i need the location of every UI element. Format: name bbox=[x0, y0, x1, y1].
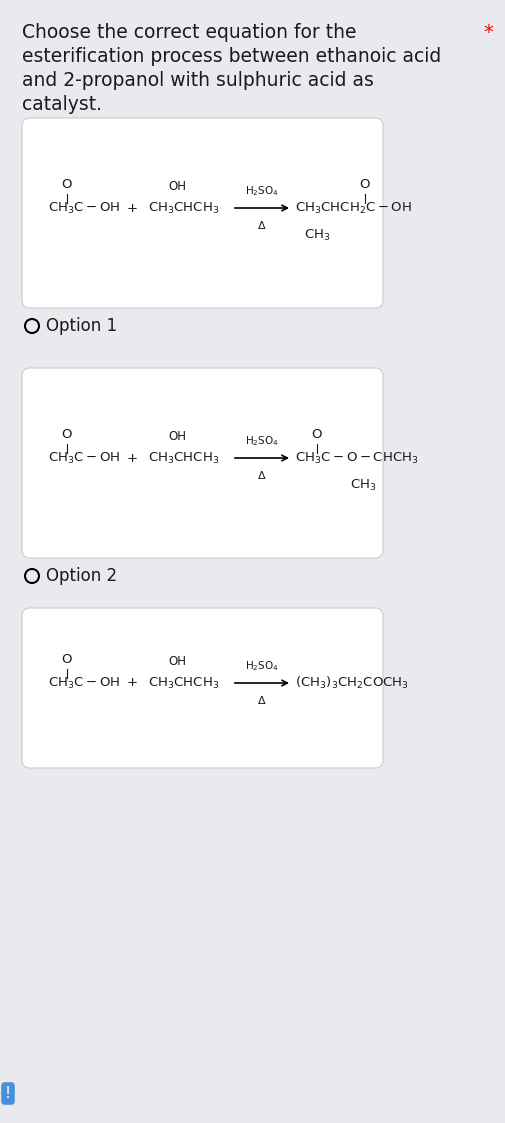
Text: $\mathregular{CH_3C-OH}$: $\mathregular{CH_3C-OH}$ bbox=[48, 450, 120, 466]
Text: $\mathregular{CH_3CHCH_3}$: $\mathregular{CH_3CHCH_3}$ bbox=[148, 675, 219, 691]
Text: esterification process between ethanoic acid: esterification process between ethanoic … bbox=[22, 47, 441, 66]
Text: $\mathregular{CH_3CHCH_2C-OH}$: $\mathregular{CH_3CHCH_2C-OH}$ bbox=[295, 200, 412, 216]
Text: O: O bbox=[62, 652, 72, 666]
Text: O: O bbox=[312, 428, 322, 441]
Text: +: + bbox=[126, 201, 137, 214]
Text: $\mathregular{CH_3CHCH_3}$: $\mathregular{CH_3CHCH_3}$ bbox=[148, 450, 219, 466]
Text: $\mathregular{CH_3}$: $\mathregular{CH_3}$ bbox=[350, 478, 376, 493]
Text: Δ: Δ bbox=[258, 471, 266, 481]
Text: Δ: Δ bbox=[258, 221, 266, 231]
Text: OH: OH bbox=[168, 180, 186, 193]
Text: $\mathregular{H_2SO_4}$: $\mathregular{H_2SO_4}$ bbox=[245, 659, 279, 673]
Text: +: + bbox=[126, 451, 137, 465]
Text: $\mathregular{(CH_3)_3CH_2COCH_3}$: $\mathregular{(CH_3)_3CH_2COCH_3}$ bbox=[295, 675, 409, 691]
Text: OH: OH bbox=[168, 430, 186, 442]
Text: !: ! bbox=[5, 1086, 11, 1101]
Text: $\mathregular{CH_3C-OH}$: $\mathregular{CH_3C-OH}$ bbox=[48, 675, 120, 691]
Text: $\mathregular{CH_3CHCH_3}$: $\mathregular{CH_3CHCH_3}$ bbox=[148, 200, 219, 216]
Text: Option 2: Option 2 bbox=[46, 567, 117, 585]
Text: $\mathregular{CH_3C-O-CHCH_3}$: $\mathregular{CH_3C-O-CHCH_3}$ bbox=[295, 450, 419, 466]
Text: $\mathregular{CH_3}$: $\mathregular{CH_3}$ bbox=[304, 228, 330, 243]
Text: $\mathregular{H_2SO_4}$: $\mathregular{H_2SO_4}$ bbox=[245, 184, 279, 198]
Text: +: + bbox=[126, 676, 137, 690]
Text: catalyst.: catalyst. bbox=[22, 95, 102, 115]
Text: O: O bbox=[62, 179, 72, 191]
Text: and 2-propanol with sulphuric acid as: and 2-propanol with sulphuric acid as bbox=[22, 71, 374, 90]
FancyBboxPatch shape bbox=[22, 118, 383, 308]
Text: OH: OH bbox=[168, 655, 186, 668]
Text: $\mathregular{H_2SO_4}$: $\mathregular{H_2SO_4}$ bbox=[245, 435, 279, 448]
FancyBboxPatch shape bbox=[22, 368, 383, 558]
Text: Option 1: Option 1 bbox=[46, 317, 117, 335]
Text: O: O bbox=[360, 179, 370, 191]
Text: *: * bbox=[483, 22, 493, 42]
FancyBboxPatch shape bbox=[22, 608, 383, 768]
Text: O: O bbox=[62, 428, 72, 441]
Text: $\mathregular{CH_3C-OH}$: $\mathregular{CH_3C-OH}$ bbox=[48, 200, 120, 216]
Text: Δ: Δ bbox=[258, 696, 266, 706]
Text: Choose the correct equation for the: Choose the correct equation for the bbox=[22, 22, 357, 42]
